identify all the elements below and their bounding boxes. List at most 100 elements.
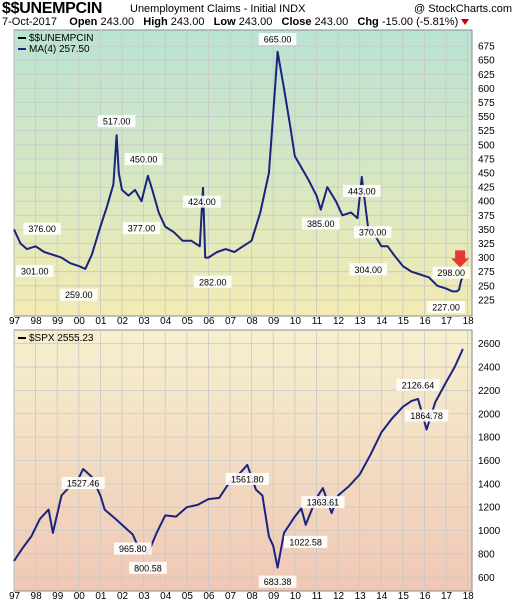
annotation-box — [284, 535, 328, 548]
annotation-box — [183, 195, 221, 208]
legend-label: MA(4) 257.50 — [29, 44, 90, 55]
low-label: Low — [213, 16, 236, 28]
annotation-box — [301, 496, 345, 509]
annotation-label: 1864.78 — [410, 411, 443, 421]
x-tick-label: 02 — [117, 316, 129, 327]
annotation-label: 227.00 — [432, 303, 460, 313]
x-tick-label: 11 — [312, 591, 323, 602]
symbol-name: Unemployment Claims - Initial INDX — [130, 3, 306, 15]
close-value: 243.00 — [314, 16, 349, 28]
annotation-label: 298.00 — [437, 268, 465, 278]
x-tick-label: 97 — [9, 591, 21, 602]
y-tick-label: 400 — [478, 197, 495, 208]
x-tick-label: 10 — [290, 316, 302, 327]
y-tick-label: 2000 — [478, 409, 501, 420]
x-tick-label: 07 — [225, 591, 237, 602]
x-tick-label: 16 — [419, 316, 431, 327]
y-tick-label: 2400 — [478, 363, 501, 374]
x-tick-label: 08 — [247, 591, 259, 602]
x-tick-label: 05 — [182, 591, 194, 602]
annotation-label: 665.00 — [264, 35, 292, 45]
annotation-box — [60, 288, 98, 301]
y-tick-label: 475 — [478, 154, 495, 165]
annotation-label: 377.00 — [128, 224, 156, 234]
y-tick-label: 600 — [478, 573, 495, 584]
x-tick-label: 00 — [74, 591, 86, 602]
annotation-label: 517.00 — [103, 117, 131, 127]
symbol-title: $$UNEMPCIN — [2, 0, 103, 17]
y-tick-label: 350 — [478, 225, 495, 236]
x-tick-label: 17 — [441, 316, 453, 327]
series-line — [13, 348, 464, 569]
y-tick-label: 800 — [478, 549, 495, 560]
annotation-label: 370.00 — [359, 228, 387, 238]
x-tick-label: 12 — [333, 316, 345, 327]
x-tick-label: 06 — [203, 316, 215, 327]
annotation-label: 1022.58 — [289, 537, 322, 547]
series-line — [13, 50, 464, 293]
annotation-label: 259.00 — [65, 290, 93, 300]
y-tick-label: 600 — [478, 84, 495, 95]
x-tick-label: 08 — [247, 316, 259, 327]
annotation-label: 450.00 — [130, 155, 158, 165]
annotation-box — [97, 115, 136, 128]
x-tick-label: 98 — [31, 316, 43, 327]
annotation-box — [405, 409, 449, 422]
x-tick-label: 15 — [398, 591, 410, 602]
y-tick-label: 1200 — [478, 503, 501, 514]
annotation-box — [124, 153, 163, 165]
y-tick-label: 500 — [478, 140, 495, 151]
y-tick-label: 375 — [478, 211, 495, 222]
annotation-box — [396, 378, 440, 391]
annotation-label: 304.00 — [355, 265, 383, 275]
y-tick-label: 575 — [478, 98, 495, 109]
y-tick-label: 325 — [478, 239, 495, 250]
x-tick-label: 18 — [463, 316, 475, 327]
x-tick-label: 03 — [139, 591, 151, 602]
annotation-label: 1561.80 — [231, 474, 264, 484]
x-tick-label: 09 — [268, 591, 280, 602]
x-tick-label: 05 — [182, 316, 194, 327]
legend-label: $SPX 2555.23 — [29, 333, 94, 344]
annotation-box — [114, 542, 152, 555]
annotation-label: 282.00 — [199, 277, 227, 287]
x-tick-label: 06 — [203, 591, 215, 602]
x-tick-label: 17 — [441, 591, 453, 602]
annotation-box — [427, 301, 465, 313]
y-tick-label: 425 — [478, 183, 495, 194]
y-tick-label: 450 — [478, 169, 495, 180]
y-tick-label: 1600 — [478, 456, 501, 467]
x-tick-label: 99 — [52, 316, 64, 327]
x-tick-label: 18 — [463, 591, 475, 602]
x-tick-label: 04 — [160, 591, 172, 602]
y-tick-label: 1800 — [478, 433, 501, 444]
close-label: Close — [281, 16, 312, 28]
annotation-box — [301, 217, 340, 230]
annotation-label: 301.00 — [21, 267, 49, 277]
x-tick-label: 97 — [9, 316, 21, 327]
annotation-label: 424.00 — [188, 197, 216, 207]
x-tick-label: 01 — [95, 316, 107, 327]
annotation-label: 1527.46 — [67, 479, 100, 489]
annotation-box — [122, 222, 161, 235]
x-tick-label: 99 — [52, 591, 64, 602]
x-tick-label: 15 — [398, 316, 410, 327]
x-tick-label: 14 — [376, 591, 388, 602]
annotation-label: 385.00 — [307, 219, 335, 229]
annotation-label: 800.58 — [134, 563, 162, 573]
spx-panel: 6008001000120014001600180020002200240026… — [9, 329, 501, 602]
chg-label: Chg — [357, 16, 379, 28]
annotation-box — [61, 477, 105, 490]
y-tick-label: 1400 — [478, 479, 501, 490]
x-tick-label: 03 — [139, 316, 151, 327]
y-tick-label: 275 — [478, 267, 495, 278]
annotation-box — [432, 266, 470, 279]
x-tick-label: 12 — [333, 591, 345, 602]
x-tick-label: 13 — [355, 591, 367, 602]
x-tick-label: 10 — [290, 591, 302, 602]
x-tick-label: 09 — [268, 316, 280, 327]
y-tick-label: 2600 — [478, 339, 501, 350]
annotation-box — [23, 222, 61, 235]
y-tick-label: 2200 — [478, 386, 501, 397]
brand-label[interactable]: @ StockCharts.com — [414, 3, 512, 15]
